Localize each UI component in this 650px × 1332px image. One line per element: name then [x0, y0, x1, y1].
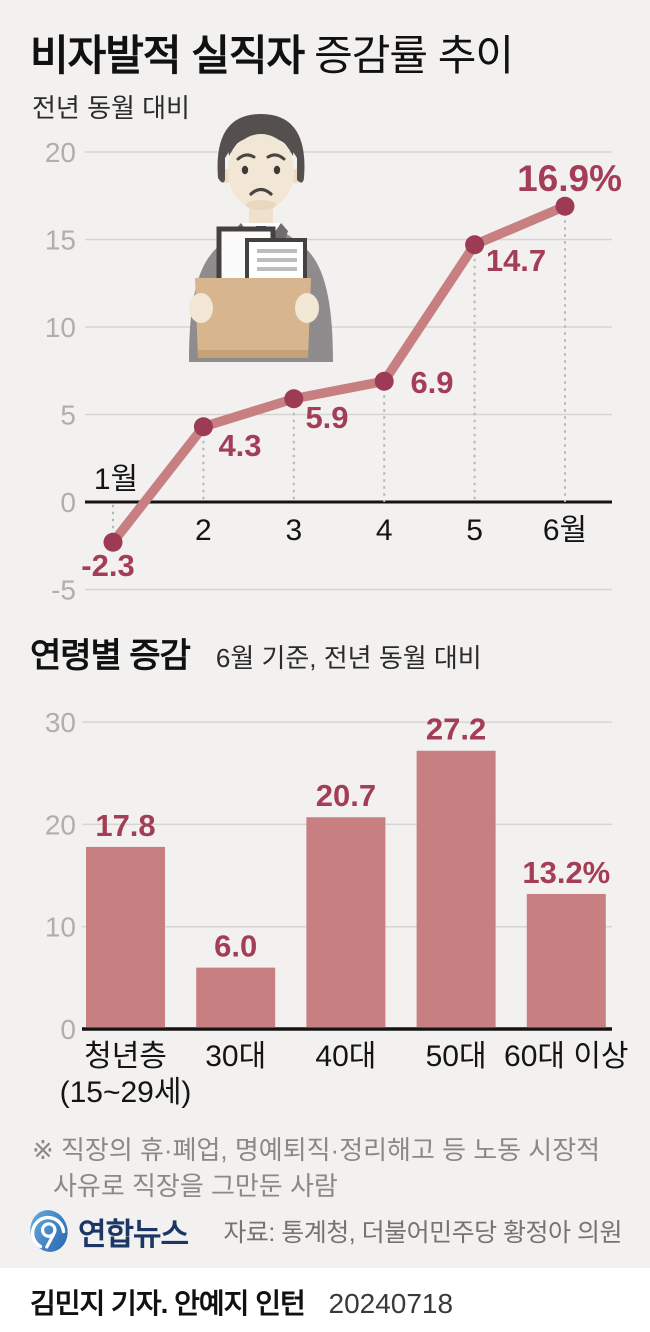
man-head — [217, 114, 305, 210]
data-point — [374, 371, 394, 391]
line-chart-xlabel: 1월 — [94, 463, 138, 496]
data-point-value-label: 6.9 — [410, 365, 453, 400]
page-title-bold: 비자발적 실직자 — [30, 32, 305, 79]
bar — [86, 846, 165, 1028]
page-title-light: 증감률 추이 — [314, 32, 514, 79]
line-chart-ytick: 15 — [45, 225, 76, 256]
data-point — [465, 235, 485, 255]
data-point-value-label: 14.7 — [486, 243, 546, 278]
bar-value-label: 6.0 — [214, 929, 257, 964]
source-credit: 자료: 통계청, 더불어민주당 황정아 의원 — [223, 1219, 622, 1247]
bar-chart-ytick: 20 — [45, 809, 76, 840]
trend-line — [108, 201, 570, 547]
cardboard-box — [189, 278, 319, 358]
bar-category-sublabel: (15~29세) — [60, 1076, 192, 1109]
line-chart-ytick: -5 — [51, 575, 76, 606]
bar-category-label: 40대 — [315, 1040, 376, 1073]
line-chart-ytick: 0 — [60, 487, 76, 518]
man-frown-mouth — [249, 187, 273, 196]
yonhap-logo-icon — [30, 1210, 68, 1252]
bar-chart-ytick: 0 — [60, 1014, 76, 1045]
chart-subtitle: 전년 동월 대비 — [32, 93, 190, 123]
logo-swirl — [30, 1215, 66, 1249]
line-chart-xlabel: 6월 — [543, 514, 587, 547]
bar-value-label: 27.2 — [426, 712, 486, 747]
bar-value-label: 13.2% — [522, 855, 610, 890]
data-point — [555, 196, 575, 216]
bar-category-label: 60대 이상 — [504, 1040, 629, 1073]
bar-value-label: 17.8 — [95, 808, 155, 843]
man-eye-right — [273, 165, 281, 175]
box-bottom-strip — [198, 350, 308, 358]
footnote-line2: 사유로 직장을 그만둔 사람 — [53, 1171, 338, 1201]
section2-subtitle: 6월 기준, 전년 동월 대비 — [215, 643, 482, 673]
line-chart: 20 15 10 5 0 -5 1월 2 3 4 5 6월 -2.3 4.3 5.9 6.9 14.7 16.9% — [45, 137, 622, 606]
line-chart-ytick: 10 — [45, 312, 76, 343]
data-point — [103, 532, 123, 552]
jobless-man-illustration — [189, 114, 333, 362]
box-body — [195, 278, 311, 358]
byline-reporters: 김민지 기자. 안예지 인턴 — [30, 1288, 306, 1319]
line-chart-ytick: 20 — [45, 137, 76, 168]
logo-tail — [45, 1232, 56, 1249]
man-hand-left — [189, 293, 213, 323]
byline-date: 20240718 — [328, 1288, 454, 1319]
box-contents — [216, 226, 307, 284]
bar-chart: 30 20 10 0 17.8 청년층(15~29세) 6.0 30대 20.7 40대 27.2 5… — [45, 707, 629, 1109]
bar — [526, 893, 606, 1028]
line-chart-xlabel: 2 — [195, 514, 212, 547]
man-eyebrow-right — [266, 153, 286, 161]
bar-category-label: 30대 — [205, 1040, 266, 1073]
man-eye-left — [241, 165, 249, 175]
line-chart-xlabel: 5 — [466, 514, 483, 547]
section2-header: 연령별 증감 6월 기준, 전년 동월 대비 — [30, 628, 482, 677]
man-chin-shade — [246, 200, 276, 210]
data-point-value-label: 4.3 — [218, 428, 261, 463]
logo-row: 연합뉴스 자료: 통계청, 더불어민주당 황정아 의원 — [28, 1208, 622, 1254]
bar-category-label: 청년층 — [84, 1040, 167, 1073]
man-face — [228, 134, 294, 210]
data-point-value-label: 16.9% — [517, 158, 622, 199]
man-eyebrow-left — [236, 153, 256, 161]
page-title: 비자발적 실직자 증감률 추이 — [30, 22, 514, 83]
data-point — [193, 417, 213, 437]
bar — [196, 967, 276, 1028]
footnote-line1: ※ 직장의 휴·폐업, 명예퇴직·정리해고 등 노동 시장적 — [32, 1135, 601, 1165]
data-point — [284, 389, 304, 409]
logo-ring — [40, 1222, 57, 1238]
footnote: ※ 직장의 휴·폐업, 명예퇴직·정리해고 등 노동 시장적 사유로 직장을 그… — [32, 1132, 600, 1204]
bar — [416, 750, 496, 1028]
data-point-value-label: -2.3 — [81, 548, 134, 583]
bar — [306, 817, 386, 1028]
byline-strip: 김민지 기자. 안예지 인턴 20240718 — [0, 1268, 650, 1332]
bar-category-label: 50대 — [426, 1040, 487, 1073]
section2-title: 연령별 증감 — [30, 637, 191, 675]
data-point-value-label: 5.9 — [305, 400, 348, 435]
bar-value-label: 20.7 — [316, 778, 376, 813]
man-fringe — [228, 118, 294, 156]
line-chart-xlabel: 3 — [285, 514, 302, 547]
line-chart-xlabel: 4 — [376, 514, 393, 547]
byline: 김민지 기자. 안예지 인턴 20240718 — [30, 1282, 453, 1322]
man-hand-right — [295, 293, 319, 323]
line-chart-ytick: 5 — [60, 400, 76, 431]
bar-chart-ytick: 10 — [45, 912, 76, 943]
bar-chart-ytick: 30 — [45, 707, 76, 738]
yonhap-logo-text: 연합뉴스 — [78, 1216, 189, 1252]
